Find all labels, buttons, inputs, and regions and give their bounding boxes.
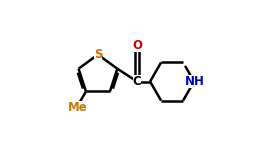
Text: O: O [132, 39, 142, 52]
Text: Me: Me [68, 101, 88, 114]
Text: C: C [133, 75, 141, 88]
Text: NH: NH [185, 75, 205, 88]
Text: S: S [94, 48, 102, 61]
